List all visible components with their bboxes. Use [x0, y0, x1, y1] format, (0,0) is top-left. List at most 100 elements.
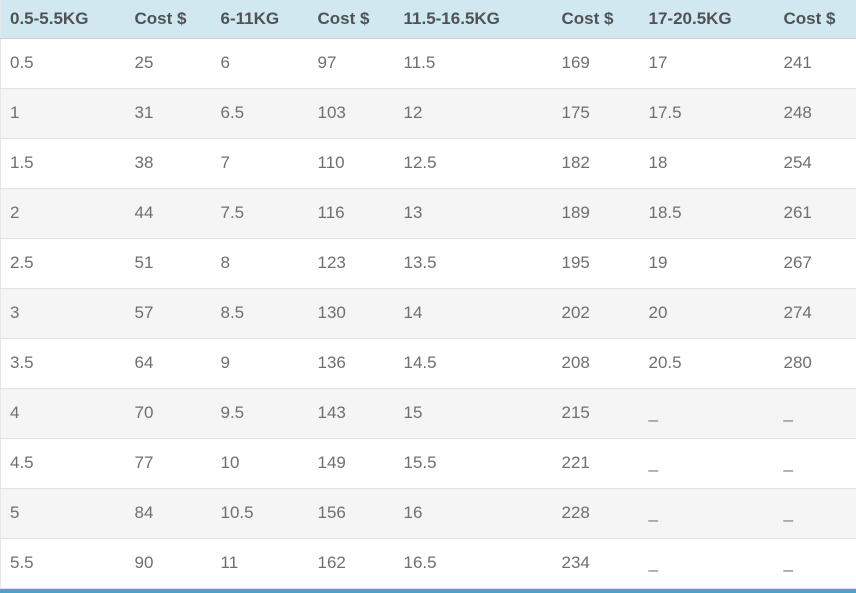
table-cell: 130: [317, 303, 346, 322]
table-cell: 10.5: [220, 503, 254, 522]
column-header: Cost $: [774, 0, 856, 39]
table-cell: 31: [134, 103, 154, 122]
table-cell: 9.5: [220, 403, 245, 422]
table-cell: 123: [317, 253, 346, 272]
table-cell: 103: [317, 103, 346, 122]
table-cell: 64: [134, 353, 154, 372]
table-cell: 189: [561, 203, 590, 222]
table-cell: 51: [134, 253, 154, 272]
table-header-row: 0.5-5.5KG Cost $6-11KG Cost $11.5-16.5KG Co…: [0, 0, 856, 39]
table-cell: 70: [134, 403, 154, 422]
table-cell: 19: [648, 253, 668, 272]
table-cell: 90: [134, 553, 154, 572]
table-cell: 234: [561, 553, 590, 572]
table-cell: 6: [220, 53, 230, 72]
table-cell: 16.5: [403, 553, 437, 572]
table-cell: 7: [220, 153, 230, 172]
table-cell: 97: [317, 53, 337, 72]
table-cell: 208: [561, 353, 590, 372]
table-cell: 8: [220, 253, 230, 272]
table-row: 3 57 8.5 130 14 202 20 274: [0, 288, 856, 338]
table-cell: 7.5: [220, 203, 245, 222]
table-cell: 0.5: [10, 53, 34, 72]
table-cell: 14: [403, 303, 423, 322]
table-row: 1 31 6.5 103 12 175 17.5 248: [0, 88, 856, 138]
table-cell: 280: [783, 353, 812, 372]
table-cell: 11.5: [403, 53, 436, 72]
table-cell: 149: [317, 453, 346, 472]
column-header: Cost $: [125, 0, 212, 39]
table-cell: _: [783, 553, 793, 572]
table-row: 0.5 25 6 97 11.5 169 17 241: [0, 38, 856, 88]
table-cell: 110: [317, 153, 345, 172]
table-cell: 4.5: [10, 453, 34, 472]
table-cell: 3.5: [10, 353, 34, 372]
table-cell: 182: [561, 153, 590, 172]
bottom-accent-bar: [0, 588, 856, 593]
table-cell: 44: [134, 203, 154, 222]
column-header: 6-11KG: [211, 0, 309, 39]
table-cell: 2: [10, 203, 20, 222]
table-cell: 8.5: [220, 303, 245, 322]
table-row: 5 84 10.5 156 16 228 _ _: [0, 488, 856, 538]
table-cell: 15: [403, 403, 423, 422]
table-cell: 57: [134, 303, 154, 322]
column-header: 17-20.5KG: [639, 0, 775, 39]
table-cell: 156: [317, 503, 346, 522]
table-cell: _: [648, 403, 658, 422]
table-cell: 202: [561, 303, 590, 322]
column-header: 11.5-16.5KG: [394, 0, 553, 39]
column-header: 0.5-5.5KG: [0, 0, 126, 39]
table-cell: 261: [783, 203, 812, 222]
table-row: 5.5 90 11 162 16.5 234 _ _: [0, 538, 856, 588]
table-cell: _: [648, 553, 658, 572]
table-cell: 162: [317, 553, 346, 572]
table-cell: _: [648, 503, 658, 522]
table-body: 0.5 25 6 97 11.5 169 17 241 1 31 6.5 103 12 175 17.5 24…: [0, 38, 856, 588]
table-row: 3.5 64 9 136 14.5 208 20.5 280: [0, 338, 856, 388]
table-cell: 17: [648, 53, 668, 72]
table-cell: 215: [561, 403, 590, 422]
table-cell: 18: [648, 153, 668, 172]
table-cell: 14.5: [403, 353, 437, 372]
table-cell: 1.5: [10, 153, 34, 172]
table-cell: 17.5: [648, 103, 682, 122]
table-cell: 274: [783, 303, 812, 322]
table-cell: 116: [317, 203, 345, 222]
table-cell: 9: [220, 353, 230, 372]
table-cell: 5.5: [10, 553, 34, 572]
table-cell: 169: [561, 53, 590, 72]
table-row: 4.5 77 10 149 15.5 221 _ _: [0, 438, 856, 488]
table-cell: 13.5: [403, 253, 437, 272]
table-cell: 84: [134, 503, 154, 522]
table-cell: 248: [783, 103, 812, 122]
table-cell: 136: [317, 353, 346, 372]
table-row: 2.5 51 8 123 13.5 195 19 267: [0, 238, 856, 288]
table-cell: 3: [10, 303, 20, 322]
table-cell: 2.5: [10, 253, 34, 272]
table-cell: 6.5: [220, 103, 245, 122]
table-cell: _: [783, 503, 793, 522]
column-header: Cost $: [552, 0, 640, 39]
table-cell: 1: [10, 103, 20, 122]
table-cell: 241: [783, 53, 812, 72]
table-cell: _: [783, 453, 793, 472]
table-cell: 11: [220, 553, 239, 572]
table-cell: 175: [561, 103, 590, 122]
table-cell: 38: [134, 153, 154, 172]
table-cell: 15.5: [403, 453, 437, 472]
table-cell: 77: [134, 453, 154, 472]
table-cell: _: [783, 403, 793, 422]
table-cell: 254: [783, 153, 812, 172]
table-row: 2 44 7.5 116 13 189 18.5 261: [0, 188, 856, 238]
table-cell: 143: [317, 403, 346, 422]
table-cell: 221: [561, 453, 590, 472]
table-cell: 4: [10, 403, 20, 422]
table-row: 4 70 9.5 143 15 215 _ _: [0, 388, 856, 438]
table-cell: 16: [403, 503, 423, 522]
table-cell: 12.5: [403, 153, 437, 172]
table-cell: 5: [10, 503, 20, 522]
table-cell: 20: [648, 303, 668, 322]
